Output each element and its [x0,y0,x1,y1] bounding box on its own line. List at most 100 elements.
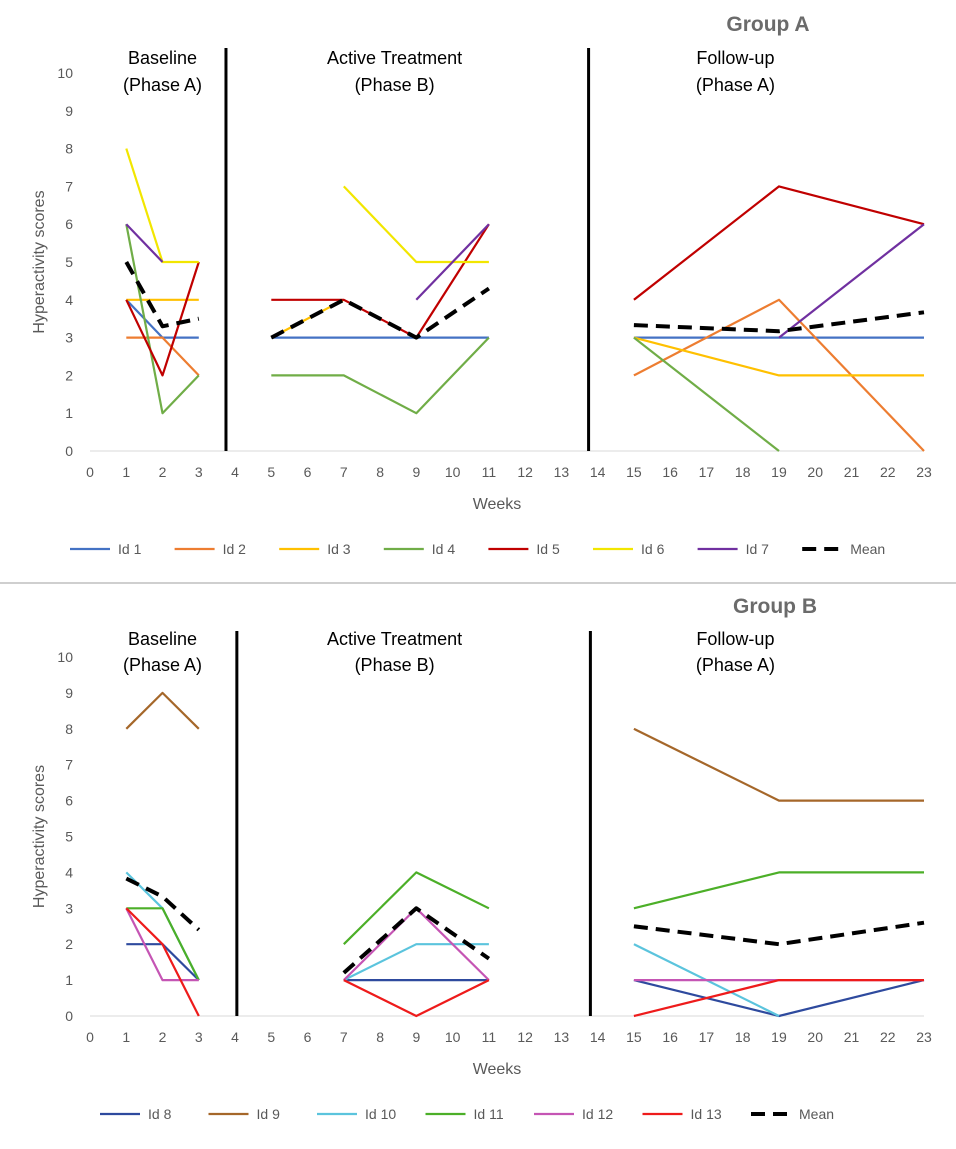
x-tick-label: 21 [844,464,860,480]
series-line [343,185,489,264]
y-tick-label: 9 [65,685,73,701]
phase-sublabel: (Phase A) [696,75,775,95]
x-tick-label: 15 [626,464,642,480]
y-tick-label: 2 [65,367,73,383]
x-tick-label: 8 [376,1029,384,1045]
y-tick-label: 6 [65,793,73,809]
legend-label: Id 10 [365,1106,396,1122]
series-id-13 [125,907,924,1018]
x-tick-label: 10 [445,1029,461,1045]
x-tick-label: 11 [482,464,497,480]
series-line [343,979,490,1018]
y-tick-label: 0 [65,443,73,459]
legend-label: Id 4 [432,541,456,557]
x-tick-label: 14 [590,464,606,480]
phase-sublabel: (Phase B) [355,655,435,675]
y-tick-label: 5 [65,829,73,845]
series-line [125,299,199,339]
series-mean [124,261,925,340]
series-line [633,978,924,1018]
legend-label: Id 2 [223,541,247,557]
series-id-12 [125,907,924,982]
legend-label: Id 6 [641,541,665,557]
x-tick-label: 22 [880,464,896,480]
x-tick-label: 16 [662,1029,678,1045]
series-line [125,261,200,377]
series-line [125,907,200,1017]
series-line [633,979,925,1018]
phase-label: Follow-up [696,629,774,649]
phase-label: Follow-up [696,48,774,68]
x-tick-label: 4 [231,464,239,480]
legend-label: Id 8 [148,1106,172,1122]
x-tick-label: 20 [807,464,823,480]
x-tick-label: 3 [195,1029,203,1045]
legend: Id 8 Id 9 Id 10 Id 11 Id 12 Id 13 Mean [100,1106,834,1122]
phase-sublabel: (Phase B) [355,75,435,95]
x-tick-label: 12 [517,464,533,480]
x-tick-label: 19 [771,1029,787,1045]
y-tick-label: 4 [65,864,73,880]
series-line [126,907,200,981]
x-tick-label: 20 [807,1029,823,1045]
x-tick-label: 5 [267,464,275,480]
series-line [125,871,200,981]
x-tick-label: 9 [412,1029,420,1045]
series-line [633,920,925,947]
x-tick-label: 15 [626,1029,642,1045]
y-tick-label: 5 [65,254,73,270]
series-mean [125,876,925,975]
y-tick-label: 8 [65,721,73,737]
y-tick-label: 7 [65,757,73,773]
series-line [125,223,200,415]
series-line [125,907,199,982]
phase-label: Active Treatment [327,48,462,68]
y-tick-label: 4 [65,292,73,308]
y-tick-label: 10 [57,65,73,81]
legend-label: Id 7 [746,541,770,557]
phase-sublabel: (Phase A) [123,75,202,95]
phase-sublabel: (Phase A) [123,655,202,675]
series-line [125,148,199,264]
series-id-5 [125,185,925,377]
x-tick-label: 5 [267,1029,275,1045]
x-tick-label: 1 [122,464,130,480]
series-line [633,185,925,301]
legend-label: Id 1 [118,541,142,557]
series-line [270,286,491,340]
x-tick-label: 17 [699,464,715,480]
y-tick-label: 6 [65,216,73,232]
y-tick-label: 2 [65,936,73,952]
y-tick-label: 3 [65,900,73,916]
series-line [125,223,164,263]
series-line [125,876,201,932]
x-axis-title: Weeks [473,1061,522,1078]
series-line [124,261,200,329]
series-line [342,906,491,975]
x-tick-label: 22 [880,1029,896,1045]
series-line [415,223,490,301]
x-tick-label: 18 [735,464,751,480]
x-tick-label: 13 [554,1029,570,1045]
x-tick-label: 19 [771,464,787,480]
phase-label: Baseline [128,48,197,68]
phase-label: Baseline [128,629,197,649]
series-line [126,943,200,981]
series-line [271,336,490,415]
legend-label: Id 3 [327,541,351,557]
series-line [633,336,780,452]
series-id-6 [125,148,489,264]
chart-title: Group B [733,595,817,618]
legend-label: Id 13 [691,1106,722,1122]
x-tick-label: 12 [517,1029,533,1045]
y-tick-label: 9 [65,103,73,119]
x-tick-label: 13 [554,464,570,480]
phase-label: Active Treatment [327,629,462,649]
x-tick-label: 21 [844,1029,860,1045]
legend-label: Id 5 [536,541,560,557]
y-tick-label: 8 [65,141,73,157]
x-tick-label: 9 [412,464,420,480]
legend-label: Id 9 [257,1106,281,1122]
